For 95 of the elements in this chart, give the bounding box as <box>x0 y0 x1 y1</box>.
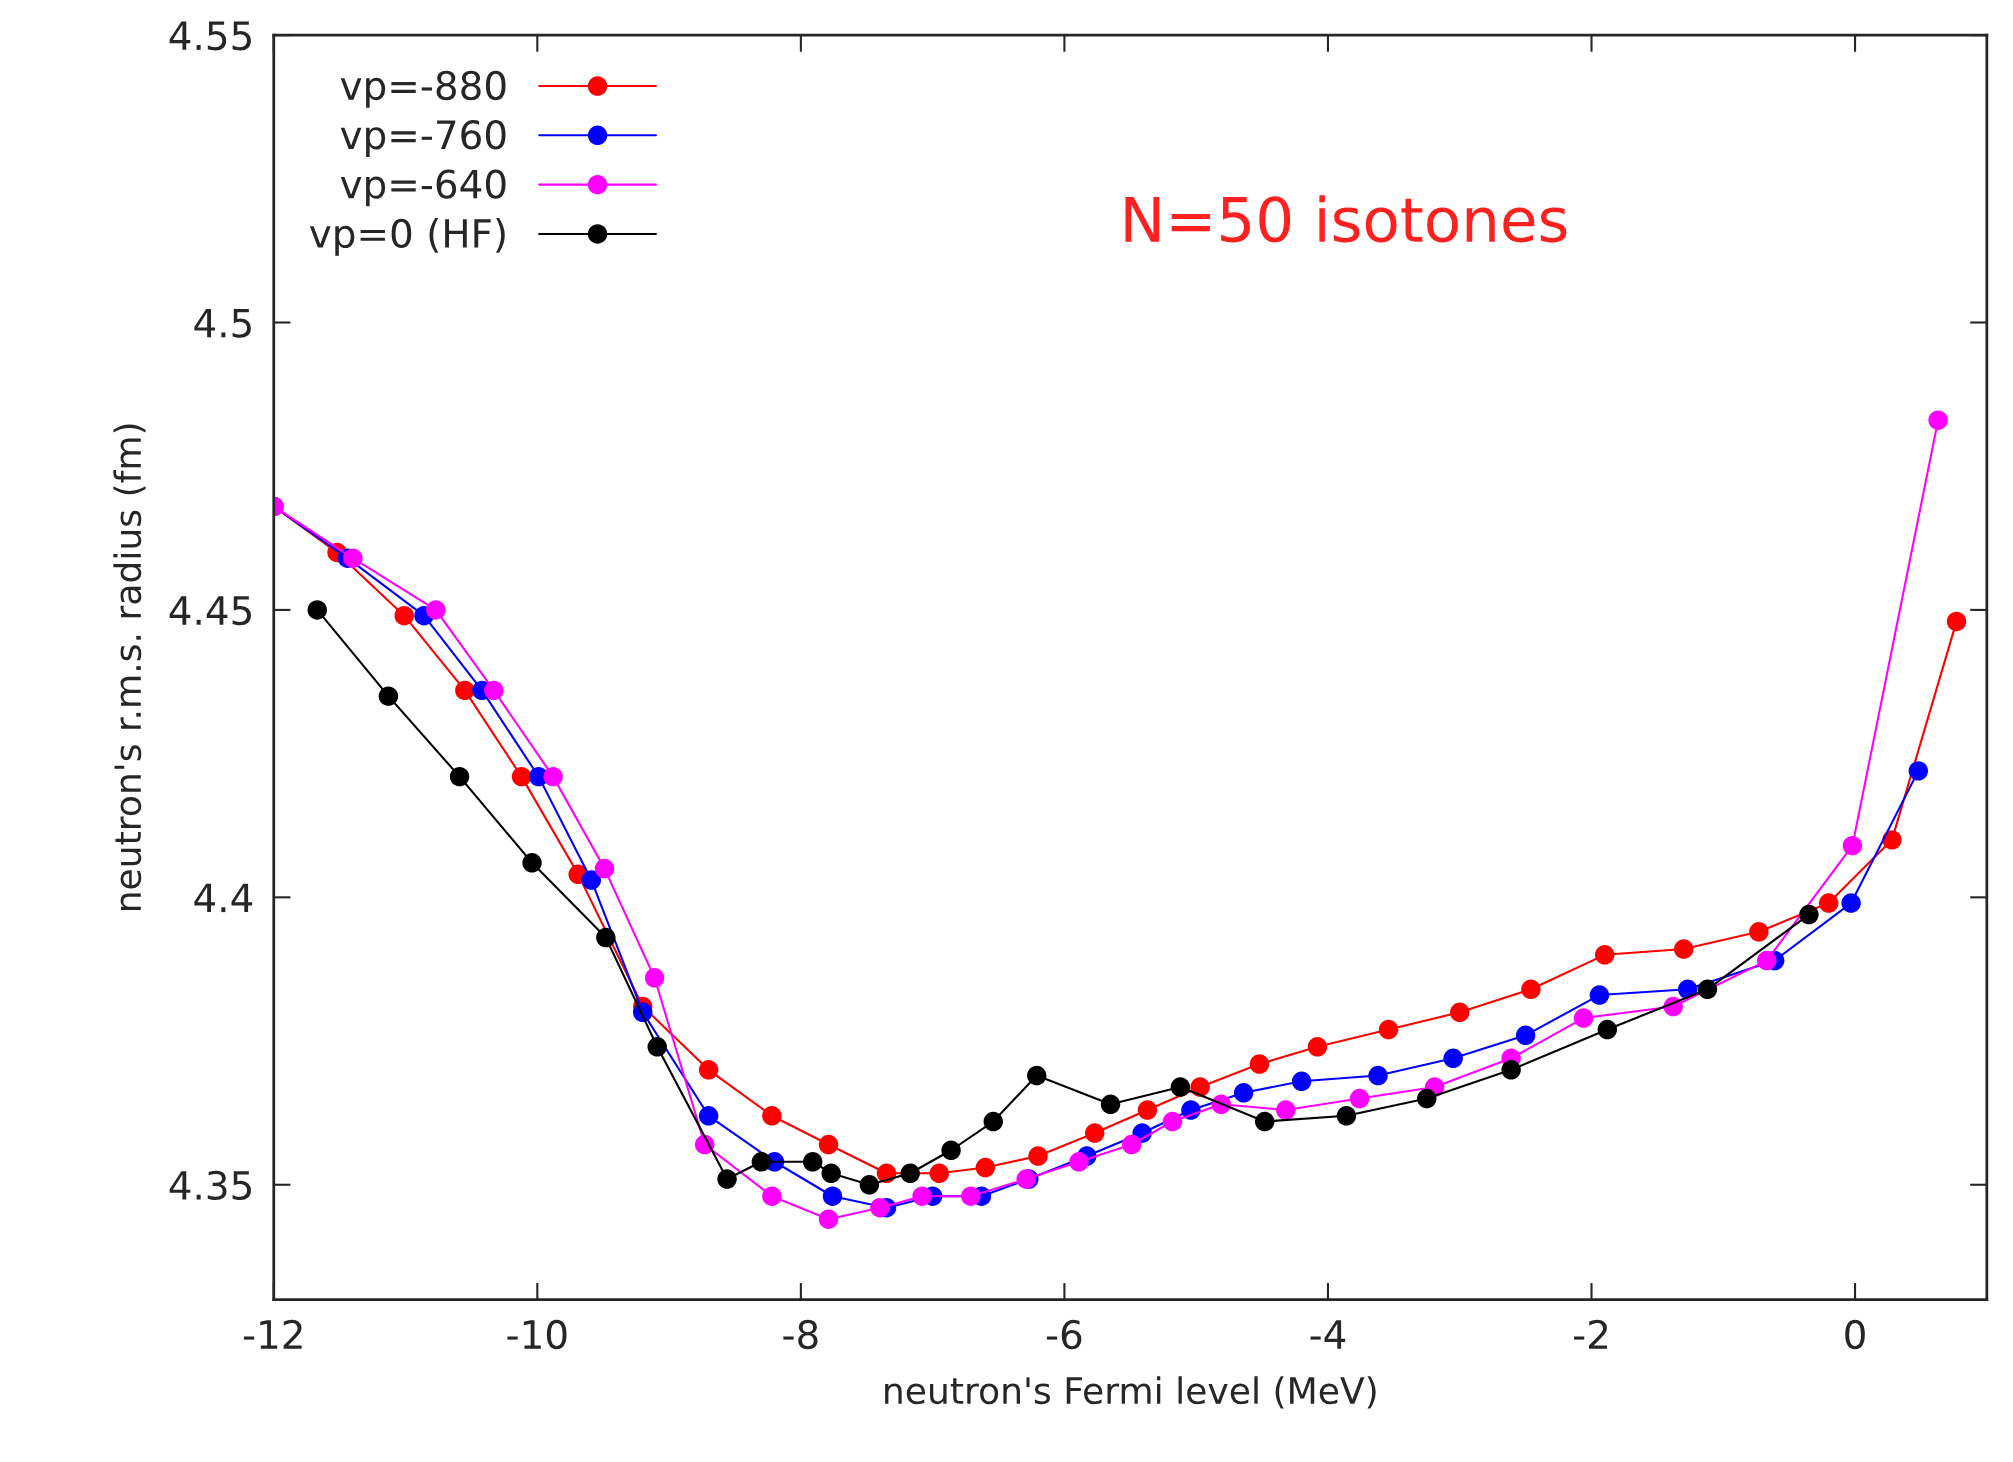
point <box>912 1186 932 1206</box>
point <box>762 1106 782 1126</box>
y-tick-label: 4.5 <box>194 308 251 338</box>
x-tick-label: -8 <box>783 1319 818 1350</box>
point <box>1450 1002 1470 1023</box>
y-tick-label: 4.55 <box>169 21 251 51</box>
point <box>1749 922 1769 942</box>
point <box>1842 835 1863 856</box>
point <box>581 870 602 890</box>
legend-label: vp=-640 <box>340 169 506 207</box>
point <box>1254 1111 1275 1132</box>
x-tick-label: 0 <box>1845 1319 1865 1350</box>
point <box>1378 1019 1399 1040</box>
point <box>900 1163 920 1183</box>
point <box>1307 1037 1328 1057</box>
point <box>1589 985 1610 1005</box>
point <box>1818 893 1839 913</box>
point <box>1757 950 1777 971</box>
x-tick-label: -4 <box>1310 1320 1346 1349</box>
point <box>511 766 532 787</box>
x-tick-label: -12 <box>243 1319 302 1349</box>
point <box>1597 1019 1618 1040</box>
point <box>1946 611 1967 632</box>
point <box>1162 1111 1183 1132</box>
point <box>818 1134 839 1155</box>
point <box>1027 1065 1047 1086</box>
point <box>543 766 563 787</box>
point <box>378 686 399 706</box>
point <box>975 1157 996 1178</box>
point <box>1276 1100 1296 1120</box>
point <box>1674 939 1694 959</box>
legend-label: vp=-880 <box>340 70 506 108</box>
point <box>929 1163 949 1183</box>
point <box>596 927 616 948</box>
point <box>307 600 327 620</box>
point <box>1521 979 1541 1000</box>
point <box>983 1111 1003 1132</box>
point <box>1799 904 1819 925</box>
x-tick-label: -10 <box>507 1319 567 1350</box>
point <box>1594 945 1615 965</box>
x-tick-label: -2 <box>1574 1319 1607 1349</box>
y-axis-title: neutron's r.m.s. radius (fm) <box>113 424 146 911</box>
point <box>484 680 504 701</box>
x-axis-title: neutron's Fermi level (MeV) <box>885 1376 1376 1409</box>
point <box>1249 1054 1270 1074</box>
point <box>818 1209 839 1229</box>
point <box>1349 1088 1370 1109</box>
point <box>698 1060 719 1080</box>
y-tick-label: 4.45 <box>169 596 251 626</box>
point <box>1697 979 1718 1000</box>
legend-label: vp=-760 <box>340 120 506 158</box>
annotation: N=50 isotones <box>1125 195 1567 243</box>
point <box>1841 893 1861 913</box>
point <box>1443 1048 1463 1069</box>
point <box>1121 1134 1142 1155</box>
point <box>821 1163 841 1183</box>
point <box>717 1169 737 1189</box>
point <box>449 766 470 787</box>
point <box>1028 1146 1048 1166</box>
point <box>1100 1094 1121 1114</box>
point <box>941 1140 961 1160</box>
point <box>1908 761 1929 781</box>
point <box>394 605 414 626</box>
point <box>870 1198 890 1218</box>
point <box>751 1152 772 1172</box>
point <box>522 853 542 873</box>
point <box>1368 1065 1388 1086</box>
point <box>1928 410 1948 430</box>
point <box>1417 1088 1437 1109</box>
point <box>822 1186 843 1206</box>
point <box>762 1186 782 1206</box>
point <box>1291 1071 1312 1091</box>
point <box>426 600 446 620</box>
point <box>1170 1077 1191 1097</box>
y-tick-label: 4.4 <box>194 883 253 913</box>
point <box>1233 1083 1254 1103</box>
point <box>644 968 665 988</box>
point <box>1137 1100 1158 1120</box>
x-tick-label: -6 <box>1046 1319 1082 1350</box>
point <box>803 1152 823 1172</box>
point <box>1069 1152 1089 1172</box>
point <box>455 680 475 701</box>
point <box>1515 1025 1536 1046</box>
legend-label: vp=0 (HF) <box>309 218 505 256</box>
point <box>1573 1008 1594 1028</box>
point <box>859 1175 880 1195</box>
point <box>1085 1123 1105 1143</box>
point <box>1501 1060 1521 1080</box>
point <box>647 1037 667 1057</box>
point <box>594 858 615 879</box>
point <box>698 1106 719 1126</box>
point <box>343 548 363 568</box>
point <box>1336 1106 1357 1126</box>
point <box>961 1186 981 1206</box>
y-tick-label: 4.35 <box>169 1170 251 1201</box>
